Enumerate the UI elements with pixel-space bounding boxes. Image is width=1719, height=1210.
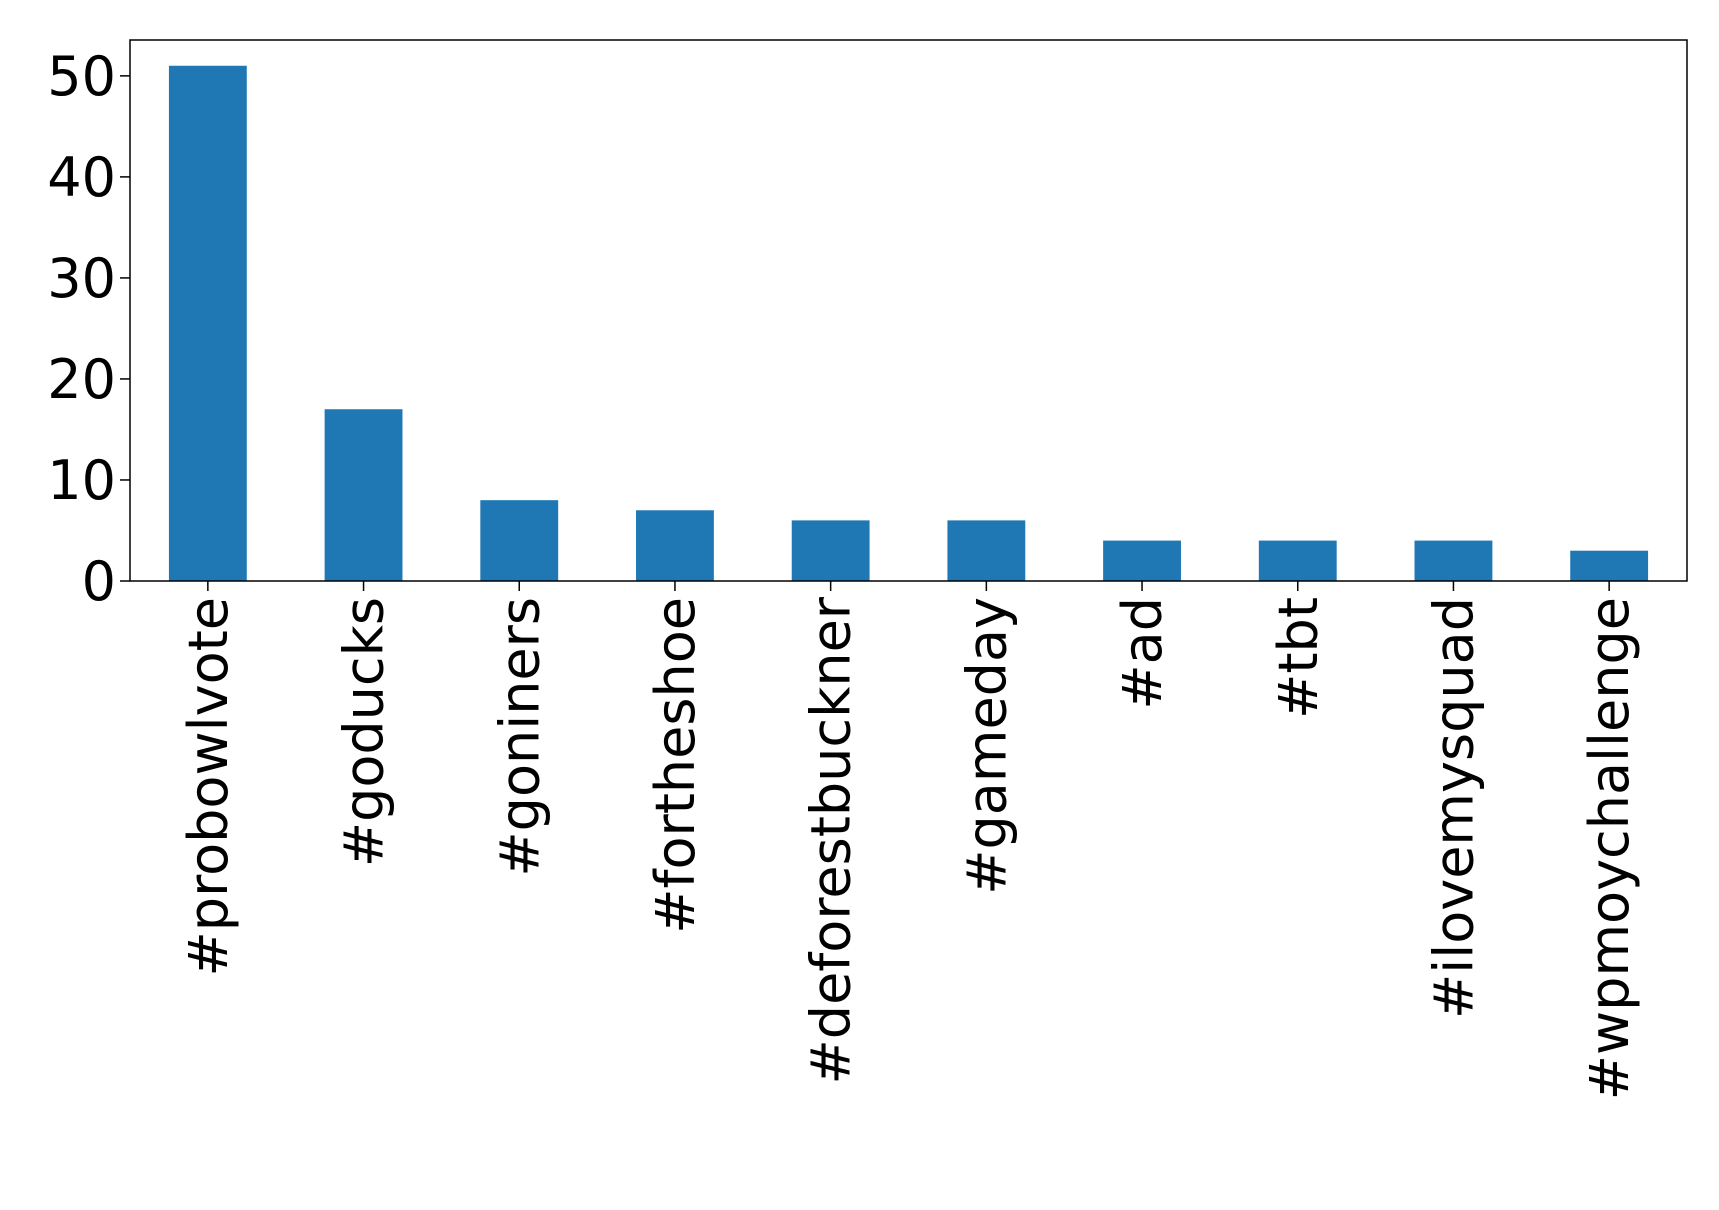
x-tick-label: #goducks (333, 597, 396, 867)
bar (1414, 540, 1493, 581)
y-tick-label: 40 (47, 146, 116, 209)
x-tick-label: #fortheshoe (644, 597, 707, 934)
x-tick-label: #gameday (955, 597, 1018, 895)
bar (480, 500, 559, 581)
bar (168, 65, 247, 581)
y-tick-label: 20 (47, 348, 116, 411)
bar (636, 510, 714, 581)
x-tick-label: #wpmoychallenge (1578, 597, 1641, 1100)
x-tick-label: #deforestbuckner (800, 596, 863, 1084)
y-tick-label: 0 (82, 550, 116, 613)
y-tick-label: 30 (47, 247, 116, 310)
bar (947, 520, 1026, 581)
bar (791, 520, 870, 581)
y-tick-label: 50 (47, 45, 116, 108)
bar (1570, 550, 1649, 581)
y-tick-label: 10 (47, 449, 116, 512)
plot-frame (129, 39, 1688, 582)
bar (324, 409, 403, 581)
x-tick-label: #ad (1111, 597, 1174, 710)
x-tick-label: #ilovemysquad (1422, 597, 1485, 1019)
bar (1103, 540, 1181, 581)
x-tick-label: #probowlvote (177, 597, 240, 976)
x-tick-label: #goniners (488, 597, 551, 877)
x-tick-label: #tbt (1267, 597, 1330, 719)
bar (1258, 540, 1337, 581)
